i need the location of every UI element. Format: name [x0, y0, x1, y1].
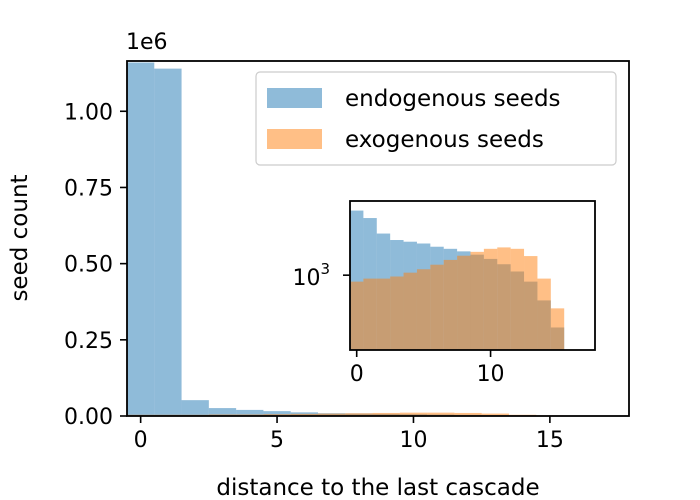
main-x-tick-label-1: 5 [270, 428, 284, 453]
main-bar-exogenous-8 [345, 413, 373, 416]
inset-x-axis: 0 10 [350, 350, 505, 387]
main-bar-exogenous-12 [454, 412, 482, 416]
inset-bar-exogenous-3 [390, 276, 404, 350]
main-x-tick-label-3: 15 [536, 428, 564, 453]
inset-bar-exogenous-8 [457, 255, 471, 350]
main-y-axis: 0.00 0.25 0.50 0.75 1.00 [64, 100, 127, 430]
main-bar-endogenous-4 [236, 409, 264, 416]
legend-label-exogenous: exogenous seeds [345, 127, 544, 153]
main-bar-endogenous-1 [154, 68, 182, 416]
inset-bar-exogenous-14 [537, 278, 551, 350]
legend-swatch-exogenous [267, 129, 322, 149]
main-plot-frame [126, 60, 630, 417]
inset-bar-exogenous-12 [510, 248, 525, 350]
main-bar-endogenous-2 [181, 400, 209, 416]
inset-bar-exogenous-1 [363, 278, 377, 350]
inset-bar-exogenous-10 [483, 248, 498, 350]
main-bar-exogenous-7 [317, 413, 346, 416]
main-bar-endogenous-3 [208, 408, 237, 416]
inset-bar-exogenous-2 [376, 278, 391, 350]
main-bar-endogenous-5 [263, 411, 291, 416]
legend-label-endogenous: endogenous seeds [345, 86, 561, 112]
main-y-tick-label-2: 0.50 [64, 253, 113, 278]
legend: endogenous seeds exogenous seeds [255, 71, 617, 166]
main-histogram-bars [127, 62, 564, 416]
inset-y-axis: 103 [292, 260, 350, 291]
main-bar-exogenous-11 [427, 412, 455, 416]
main-y-axis-label: seed count [7, 174, 33, 301]
inset-bar-exogenous-7 [443, 259, 458, 350]
main-x-tick-label-2: 10 [399, 428, 427, 453]
main-y-tick-label-3: 0.75 [64, 176, 113, 201]
main-bar-endogenous-0 [127, 62, 155, 416]
main-x-axis-label: distance to the last cascade [216, 475, 539, 500]
legend-box [255, 71, 617, 166]
inset-bar-exogenous-6 [430, 264, 444, 350]
inset-bar-exogenous-5 [416, 269, 431, 350]
main-x-axis: 0 5 10 15 [134, 416, 564, 453]
main-y-tick-label-1: 0.25 [64, 329, 113, 354]
inset-histogram-bars [350, 210, 565, 350]
main-bar-exogenous-10 [399, 412, 428, 416]
inset-x-tick-label-1: 10 [477, 362, 505, 387]
main-y-tick-label-0: 0.00 [64, 405, 113, 430]
main-x-tick-label-0: 0 [134, 428, 148, 453]
main-y-offset-text: 1e6 [126, 30, 168, 55]
inset-bar-exogenous-13 [524, 256, 538, 350]
main-y-tick-label-4: 1.00 [64, 100, 113, 125]
inset-bar-exogenous-4 [403, 272, 417, 350]
main-bar-exogenous-6 [290, 413, 318, 416]
inset-bar-exogenous-9 [470, 251, 484, 350]
main-bar-exogenous-9 [372, 412, 400, 416]
main-bar-exogenous-5 [263, 414, 291, 416]
inset-bar-exogenous-0 [350, 281, 364, 350]
inset-x-tick-label-0: 0 [350, 362, 364, 387]
legend-swatch-endogenous [267, 88, 322, 108]
inset-bar-exogenous-15 [550, 308, 565, 350]
inset-y-tick-label-0: 103 [292, 260, 330, 291]
inset-bar-exogenous-11 [497, 247, 511, 350]
main-bar-exogenous-13 [481, 413, 509, 416]
